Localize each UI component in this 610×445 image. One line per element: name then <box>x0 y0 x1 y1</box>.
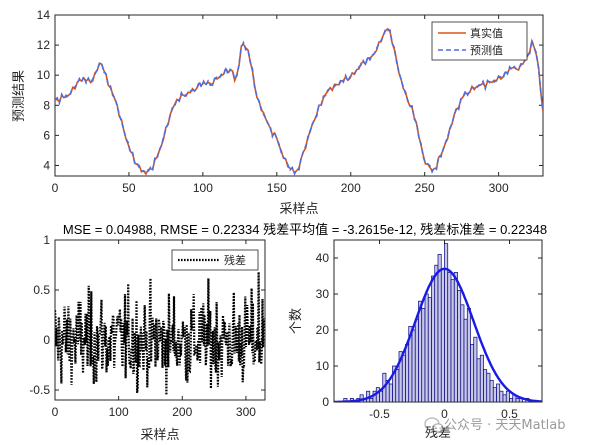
histogram-bar <box>505 390 510 402</box>
x-tick-label: 200 <box>172 405 192 419</box>
x-tick-label: 300 <box>489 181 509 195</box>
histogram-bar <box>424 293 429 402</box>
histogram-bar <box>388 383 393 402</box>
histogram-bar <box>499 390 504 402</box>
y-tick-label: 6 <box>43 128 50 142</box>
histogram-bar <box>463 318 468 402</box>
histogram-bar <box>483 369 488 402</box>
histogram-bar <box>457 290 462 402</box>
y-tick-label: 1 <box>43 233 50 247</box>
y-tick-label: 12 <box>37 38 51 52</box>
histogram-bar <box>414 318 419 402</box>
x-tick-label: -0.5 <box>369 407 390 421</box>
prediction-xlabel: 采样点 <box>279 202 318 217</box>
histogram-bar <box>489 380 494 402</box>
histogram-bar <box>470 344 475 402</box>
histogram-bar <box>486 372 491 402</box>
histogram-bar <box>421 308 426 402</box>
legend-pred-label: 预测值 <box>470 44 503 57</box>
y-tick-label: 30 <box>316 287 330 301</box>
histogram-ticks: -0.5 0 0.5 0 10 20 30 40 <box>316 240 542 421</box>
histogram-bar <box>434 264 439 402</box>
histogram-bar <box>453 272 458 402</box>
histogram-bar <box>466 308 471 402</box>
watermark-text: 公众号 · 天天Matlab <box>444 418 566 433</box>
x-tick-label: 0 <box>52 181 59 195</box>
prediction-ticks: 0 50 100 150 200 250 300 4 6 8 10 12 14 <box>37 8 543 195</box>
histogram-bar <box>375 387 380 402</box>
residual-stats-title: MSE = 0.04988, RMSE = 0.22334 残差平均值 = -3… <box>63 222 547 237</box>
x-tick-label: 200 <box>341 181 361 195</box>
y-tick-label: 10 <box>316 359 330 373</box>
y-tick-label: 40 <box>316 251 330 265</box>
histogram-bar <box>379 390 384 402</box>
x-tick-label: 50 <box>122 181 136 195</box>
y-tick-label: 4 <box>43 158 50 172</box>
histogram-bar <box>496 383 501 402</box>
histogram-bar <box>444 243 449 402</box>
histogram-bar <box>460 304 465 402</box>
histogram-bar <box>492 387 497 402</box>
histogram-bar <box>479 354 484 402</box>
histogram-bar <box>502 394 507 402</box>
y-tick-label: 14 <box>37 8 51 22</box>
histogram-bar <box>515 398 520 402</box>
legend-true-label: 真实值 <box>470 26 503 40</box>
y-tick-label: 0 <box>322 395 329 409</box>
y-tick-label: 0 <box>43 333 50 347</box>
histogram-bar <box>401 354 406 402</box>
residual-legend: 残差 <box>171 249 259 271</box>
histogram-bar <box>369 398 374 402</box>
watermark: 公众号 · 天天Matlab <box>424 417 566 433</box>
y-tick-label: 8 <box>43 98 50 112</box>
histogram-bar <box>427 297 432 402</box>
series-residual-line <box>55 271 265 396</box>
histogram-bar <box>509 398 514 402</box>
y-tick-label: -0.5 <box>29 383 50 397</box>
histogram-bar <box>440 268 445 402</box>
wechat-icon <box>424 417 444 433</box>
histogram-bar <box>418 300 423 402</box>
x-tick-label: 100 <box>193 181 213 195</box>
x-tick-label: 0.5 <box>501 407 518 421</box>
y-tick-label: 0.5 <box>33 283 50 297</box>
histogram-ylabel: 个数 <box>289 308 304 334</box>
series-pred-line <box>55 27 543 176</box>
prediction-legend: 真实值 预测值 <box>431 21 528 61</box>
x-tick-label: 250 <box>415 181 435 195</box>
legend-residual-label: 残差 <box>224 253 246 267</box>
y-tick-label: 10 <box>37 68 51 82</box>
histogram-bar <box>450 279 455 402</box>
histogram-bar <box>395 369 400 402</box>
y-tick-label: 20 <box>316 323 330 337</box>
x-tick-label: 0 <box>52 405 59 419</box>
histogram-bar <box>437 254 442 402</box>
residual-xlabel: 采样点 <box>140 428 179 443</box>
normal-fit-curve <box>334 267 542 402</box>
histogram-bar <box>405 344 410 402</box>
residual-plot: 0 100 200 300-0.500.51 采样点 残差 <box>29 233 266 443</box>
histogram-bar <box>476 358 481 402</box>
prediction-plot: 0 50 100 150 200 250 300 4 6 8 10 12 14 采样点 预测结果 真实值… <box>12 8 544 217</box>
histogram-bar <box>447 272 452 402</box>
histogram-bar <box>473 336 478 402</box>
prediction-ylabel: 预测结果 <box>12 70 27 122</box>
x-tick-label: 100 <box>109 405 129 419</box>
x-tick-label: 150 <box>267 181 287 195</box>
x-tick-label: 300 <box>236 405 256 419</box>
prediction-legend-box <box>431 21 528 61</box>
residual-ticks: 0 100 200 300-0.500.51 <box>29 233 265 419</box>
x-tick-label: 0 <box>441 407 448 421</box>
histogram-bar <box>411 329 416 402</box>
histogram-bar <box>431 275 436 402</box>
